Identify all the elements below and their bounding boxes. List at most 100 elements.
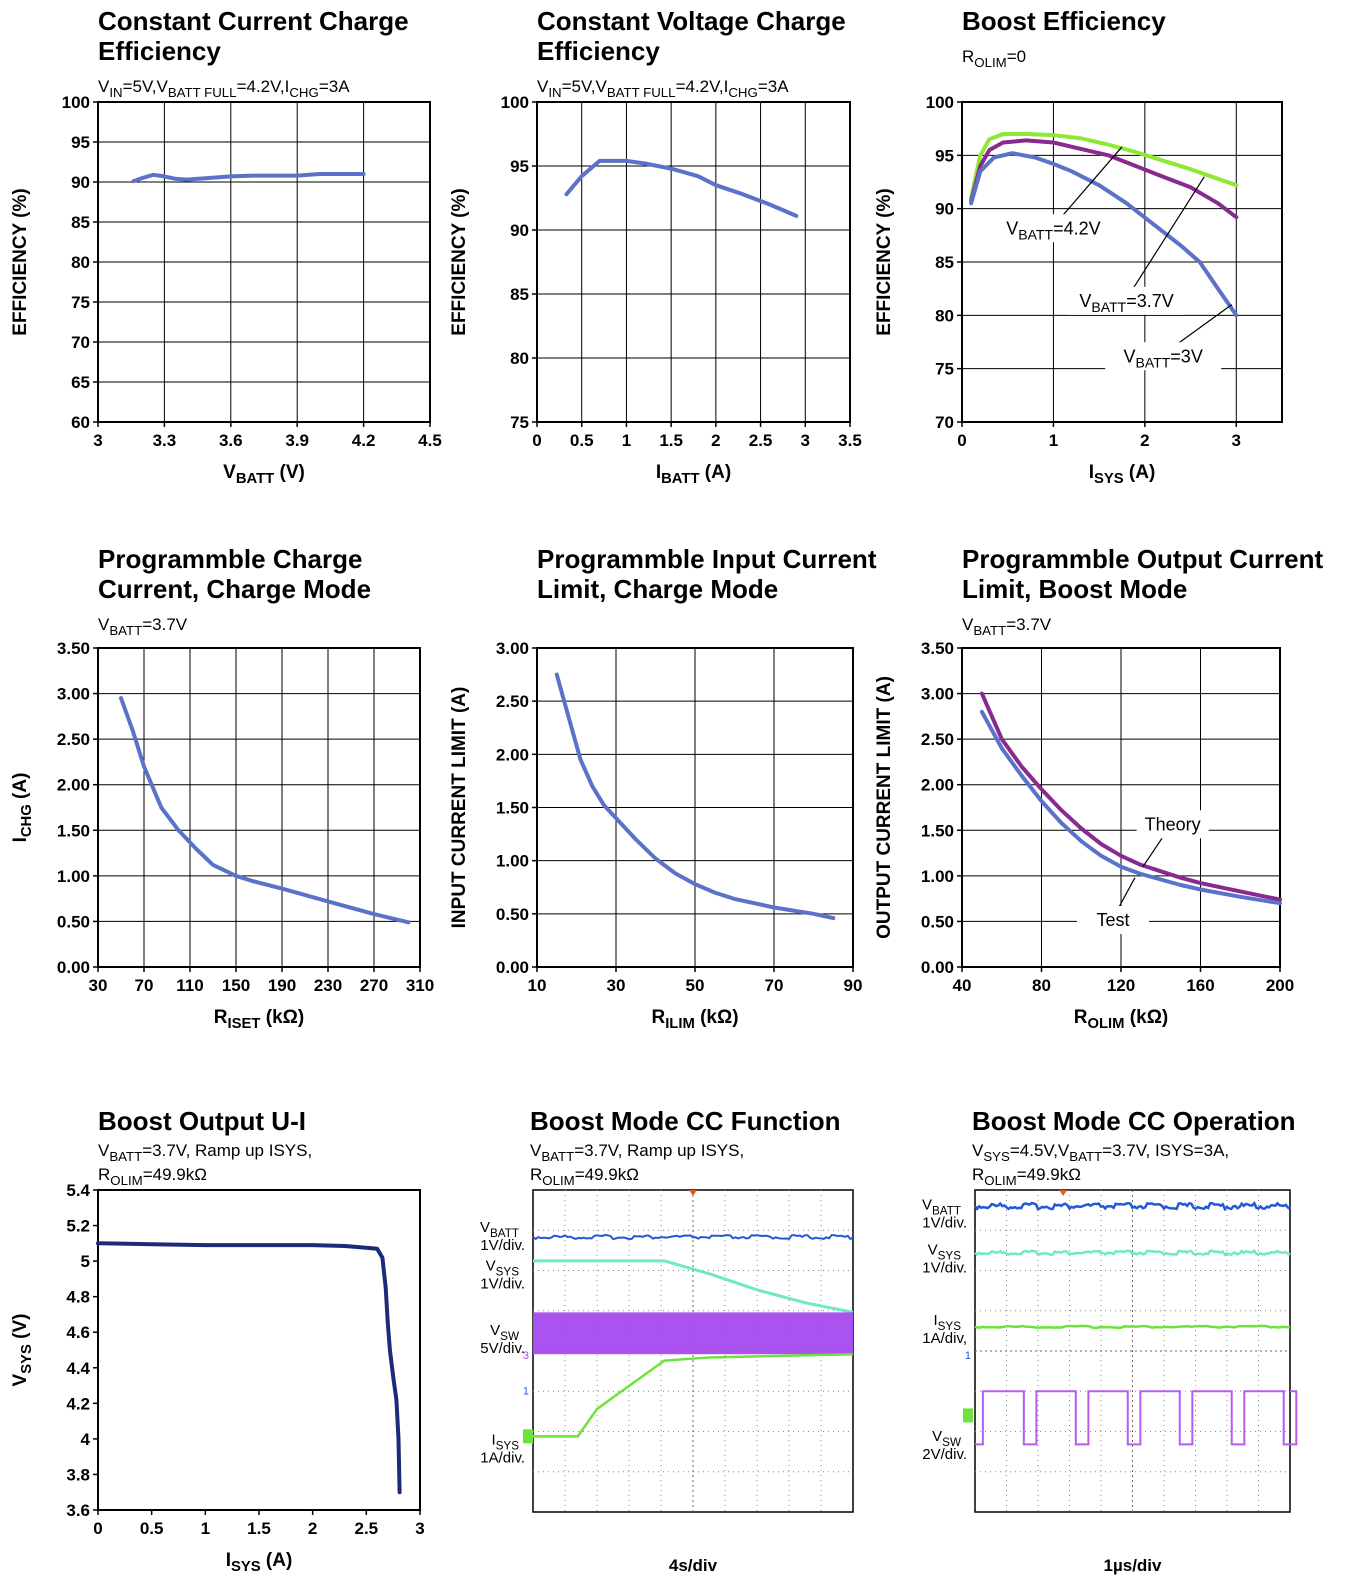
x-tick-label: 2.5 (355, 1519, 379, 1538)
y-tick-label: 3.50 (921, 639, 954, 658)
y-tick-label: 75 (71, 293, 90, 312)
chart-condition-part: V (98, 1141, 110, 1160)
x-axis-label: ISYS (A) (1089, 462, 1156, 487)
scope-condition: ROLIM=49.9kΩ (972, 1165, 1081, 1188)
y-tick-label: 100 (926, 93, 954, 112)
chart-condition-part: V (962, 615, 974, 634)
channel-label: VSYS (486, 1258, 520, 1279)
y-tick-label: 2.00 (496, 745, 529, 764)
x-tick-label: 2.5 (749, 431, 773, 450)
channel-label-part: SYS (938, 1249, 962, 1262)
chart-condition-part: =3A (758, 77, 789, 96)
scope-condition-part: OLIM (542, 1173, 574, 1188)
y-tick-label: 65 (71, 373, 90, 392)
annotation-leader (1126, 176, 1205, 300)
x-tick-label: 0 (532, 431, 541, 450)
scope-condition: VSYS=4.5V,VBATT=3.7V, ISYS=3A, (972, 1141, 1229, 1164)
annotation-bg (1077, 905, 1150, 934)
x-tick-label: 1.5 (659, 431, 683, 450)
x-axis-label-part: (A) (261, 1550, 293, 1571)
y-axis-label-part: V (10, 1373, 31, 1386)
annotation-label-part: V (1123, 346, 1135, 366)
x-axis-label: ROLIM (kΩ) (1074, 1007, 1169, 1032)
chart-condition: VIN=5V,VBATT FULL=4.2V,ICHG=3A (98, 77, 350, 100)
y-tick-label: 100 (62, 93, 90, 112)
ch4-marker (963, 1408, 973, 1423)
scope-condition: ROLIM=49.9kΩ (530, 1165, 639, 1188)
chart-condition-part: =5V,V (123, 77, 169, 96)
scope-condition-part: =3.7V, Ramp up ISYS, (574, 1141, 744, 1160)
y-tick-label: 80 (935, 306, 954, 325)
channel-label-part: SW (500, 1330, 519, 1343)
chart-condition-part: IN (109, 85, 122, 100)
trace-vbatt (532, 1233, 854, 1241)
y-axis-label: EFFICIENCY (%) (10, 188, 31, 335)
channel-label: ISYS (491, 1431, 519, 1452)
annotation-label-part: BATT (1091, 299, 1126, 315)
x-tick-label: 120 (1107, 976, 1135, 995)
y-tick-label: 3.00 (57, 685, 90, 704)
series-line (564, 158, 799, 218)
series-line (969, 132, 1239, 200)
y-tick-label: 1.50 (57, 821, 90, 840)
channel-label: VSW (932, 1428, 961, 1449)
scope-condition-part: OLIM (984, 1173, 1016, 1188)
annotation-label-part: BATT (1135, 354, 1170, 370)
x-tick-label: 230 (314, 976, 342, 995)
x-tick-label: 30 (89, 976, 108, 995)
chart-condition-part: =49.9kΩ (143, 1165, 207, 1184)
y-tick-label: 3.00 (921, 685, 954, 704)
x-axis-label-part: V (223, 462, 236, 483)
plot-frame (97, 1189, 421, 1511)
channel-scale: 1V/div. (922, 1214, 967, 1231)
chart-condition-part: IN (548, 85, 561, 100)
chart-condition-part: CHG (289, 85, 318, 100)
x-tick-label: 150 (222, 976, 250, 995)
annotation-label-part: =4.2V (1053, 218, 1101, 238)
x-tick-label: 3.5 (838, 431, 862, 450)
chart-c1: Constant Current ChargeEfficiencyVIN=5V,… (10, 6, 442, 487)
annotation-label-part: Theory (1145, 814, 1201, 834)
y-tick-label: 1.50 (921, 821, 954, 840)
scope-condition-part: V (972, 1141, 984, 1160)
x-tick-label: 270 (360, 976, 388, 995)
chart-condition-part: OLIM (110, 1173, 142, 1188)
annotation-label: VBATT=3V (1123, 346, 1202, 370)
annotation-leader (1052, 146, 1123, 227)
y-tick-label: 0.00 (496, 958, 529, 977)
y-tick-label: 85 (935, 253, 954, 272)
x-tick-label: 90 (844, 976, 863, 995)
y-axis-label-part: SYS (19, 1344, 35, 1374)
chart-condition: VBATT=3.7V, Ramp up ISYS, (98, 1141, 312, 1164)
x-tick-label: 30 (607, 976, 626, 995)
y-tick-label: 95 (510, 157, 529, 176)
y-tick-label: 1.00 (921, 867, 954, 886)
series-line (131, 172, 366, 184)
annotation-bg (995, 214, 1112, 243)
x-axis-label: RILIM (kΩ) (651, 1007, 738, 1032)
y-tick-label: 2.50 (57, 730, 90, 749)
chart-condition-part: =0 (1007, 47, 1026, 66)
y-tick-label: 85 (510, 285, 529, 304)
y-tick-label: 0.00 (57, 958, 90, 977)
x-tick-label: 2 (308, 1519, 317, 1538)
y-tick-label: 0.50 (57, 912, 90, 931)
channel-label-part: SW (942, 1436, 961, 1449)
plot-frame (97, 647, 421, 968)
y-tick-label: 90 (935, 200, 954, 219)
chart-condition-part: =4.2V,I (676, 77, 729, 96)
x-tick-label: 3 (801, 431, 810, 450)
scope-s2: Boost Mode CC OperationVSYS=4.5V,VBATT=3… (922, 1106, 1298, 1575)
x-axis-label-part: R (214, 1007, 228, 1028)
y-tick-label: 2.50 (921, 730, 954, 749)
x-axis-label-part: BATT (661, 471, 699, 487)
annotation-bg (1068, 286, 1185, 315)
chart-condition-part: V (537, 77, 549, 96)
chart-condition-part: =3.7V, Ramp up ISYS, (142, 1141, 312, 1160)
annotation-label-part: BATT (1018, 226, 1053, 242)
x-tick-label: 4.5 (418, 431, 442, 450)
x-tick-label: 1.5 (247, 1519, 271, 1538)
